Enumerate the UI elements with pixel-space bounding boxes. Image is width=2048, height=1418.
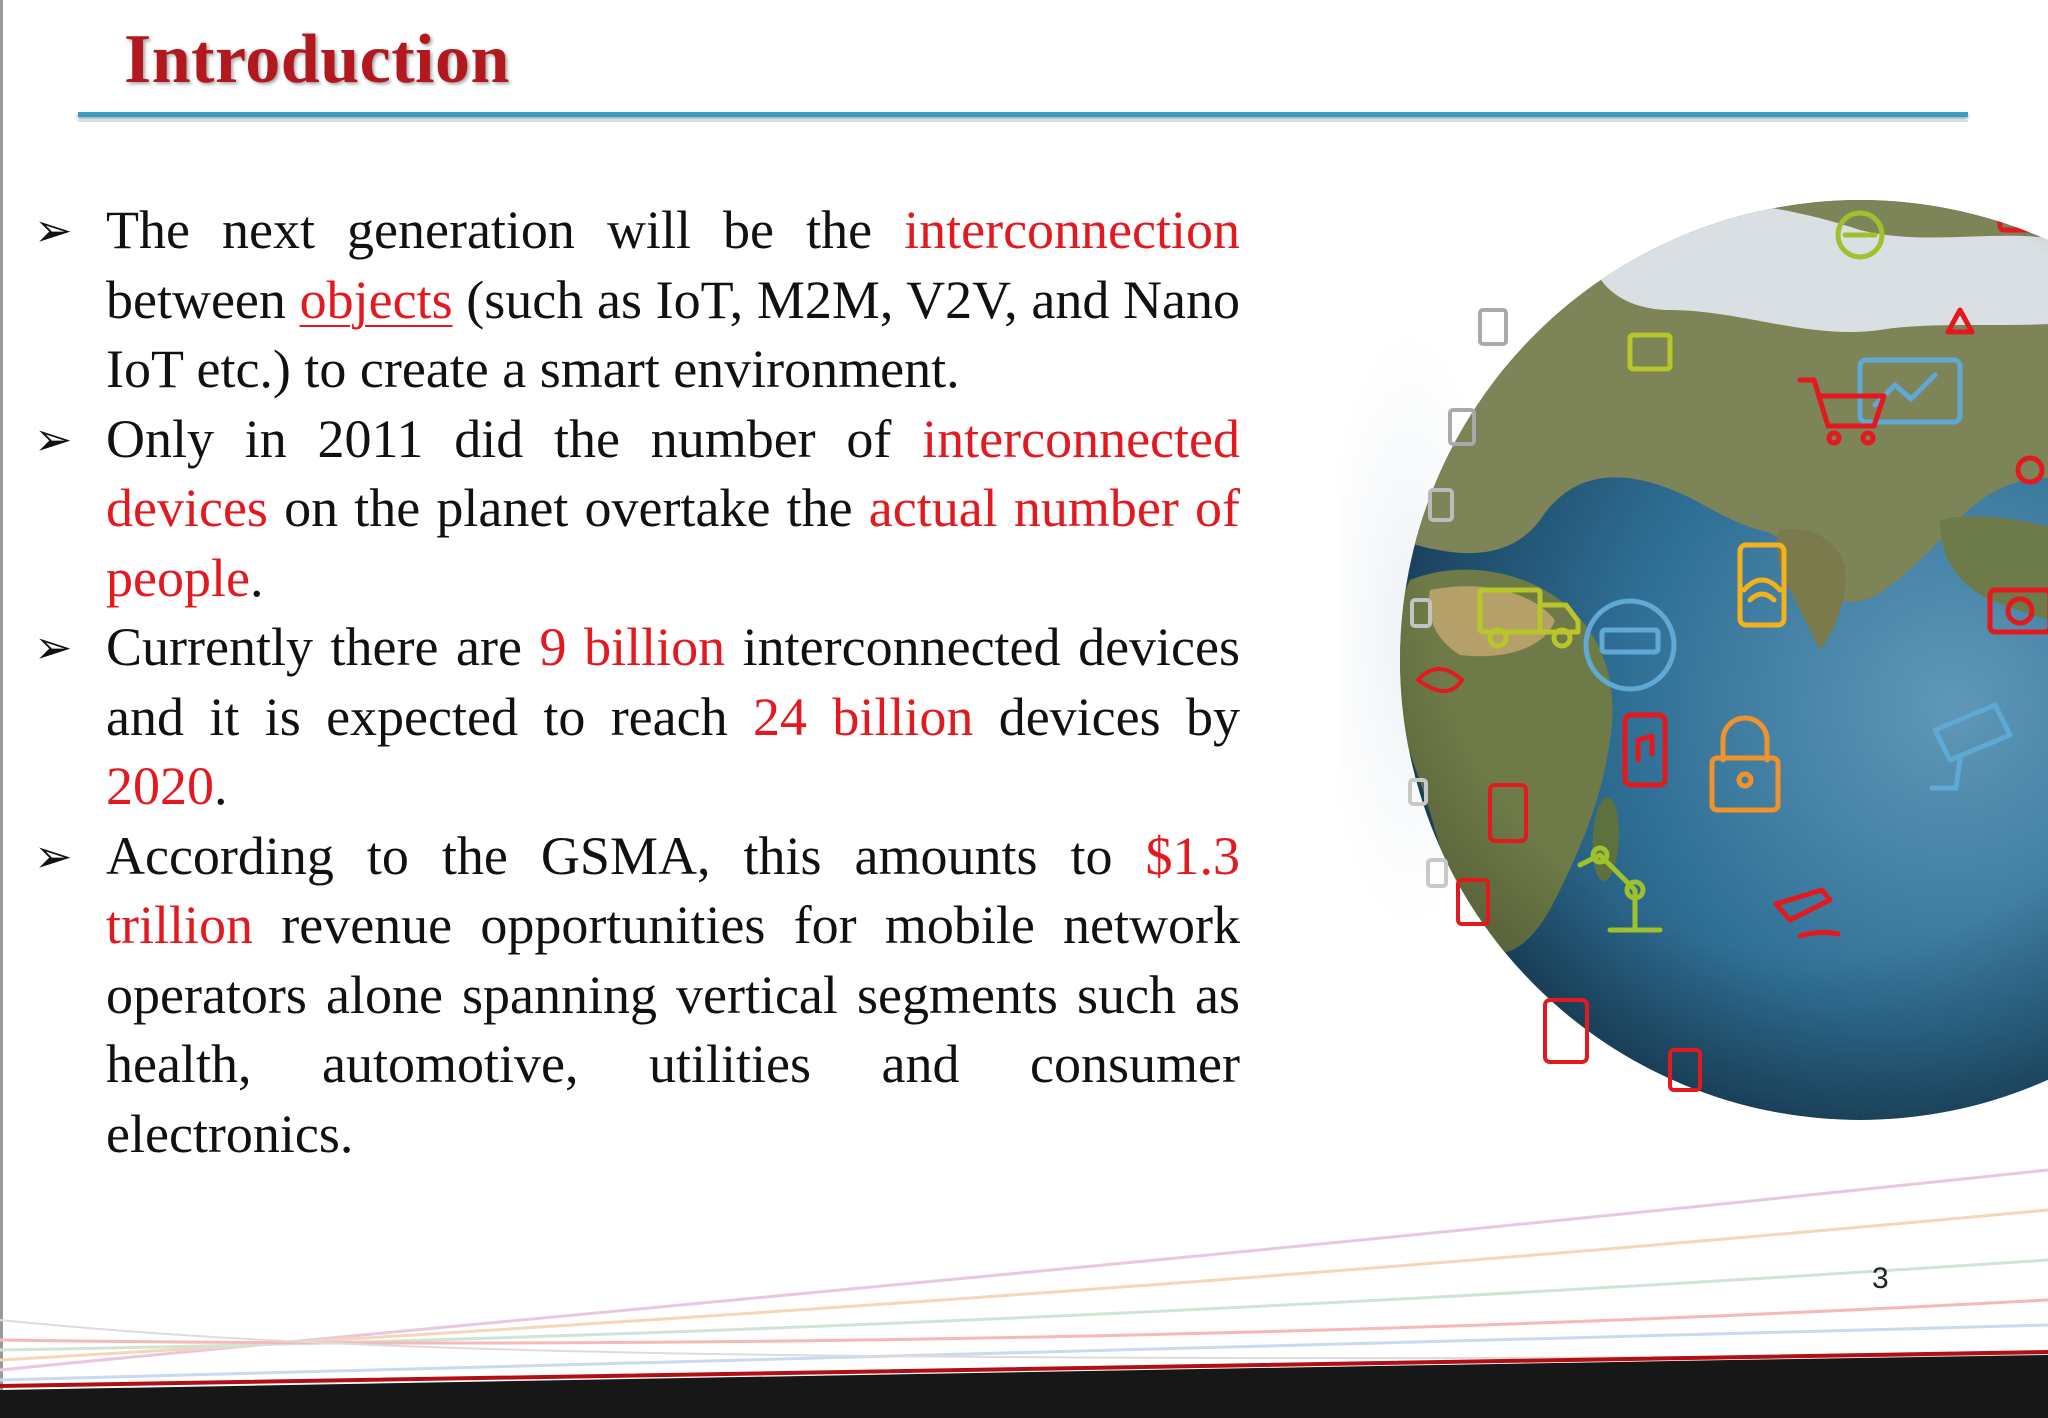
wifi-icon	[1737, 542, 1787, 628]
highlight-text: 24 billion	[752, 686, 974, 747]
bullet-text: The next generation will be the intercon…	[106, 200, 1240, 399]
bullet-item: ➢ Only in 2011 did the number of intercon…	[28, 405, 1240, 614]
highlight-text: $1.3 trillion	[106, 825, 1240, 956]
bullet-arrow-icon: ➢	[34, 828, 73, 883]
bullet-item: ➢ Currently there are 9 billion interconn…	[28, 613, 1240, 822]
title-rule	[78, 112, 1968, 117]
title-rule-shadow	[78, 120, 1968, 122]
plane-icon	[1773, 887, 1841, 939]
camera-icon	[1987, 587, 2048, 635]
slide-title: Introduction	[124, 21, 510, 98]
highlight-text: 9 billion	[539, 617, 726, 677]
padlock-icon	[1709, 715, 1781, 813]
music-phone-icon	[1622, 712, 1668, 788]
bullet-arrow-icon: ➢	[34, 203, 73, 257]
page-number: 3	[1872, 1262, 1889, 1295]
globe-illustration	[1340, 200, 2048, 1120]
bullet-arrow-icon: ➢	[34, 411, 73, 466]
truck-icon	[1477, 587, 1581, 649]
bullet-arrow-icon: ➢	[34, 620, 73, 674]
bullet-text: Currently there are 9 billion interconne…	[106, 617, 1241, 816]
highlight-text-underlined: objects	[299, 269, 453, 330]
robot-arm-icon	[1577, 845, 1663, 933]
bullet-text: Only in 2011 did the number of interconn…	[106, 408, 1240, 608]
bottom-swoosh-decoration	[0, 1168, 2048, 1418]
highlight-text: 2020	[106, 756, 214, 816]
bullet-text: According to the GSMA, this amounts to $…	[106, 825, 1240, 1164]
security-camera-icon	[1929, 702, 2013, 791]
bullet-list: ➢ The next generation will be the interco…	[28, 196, 1240, 1169]
handshake-icon	[1416, 667, 1464, 693]
highlight-text: interconnection	[904, 200, 1240, 260]
highlight-text: actual number of people	[106, 478, 1240, 608]
cart-icon	[1797, 377, 1887, 446]
slide-left-edge	[0, 0, 3, 1418]
bullet-item: ➢ According to the GSMA, this amounts to …	[28, 822, 1240, 1170]
highlight-text: interconnected devices	[106, 408, 1240, 539]
bullet-item: ➢ The next generation will be the interco…	[28, 196, 1240, 405]
meter-icon	[1583, 598, 1677, 692]
